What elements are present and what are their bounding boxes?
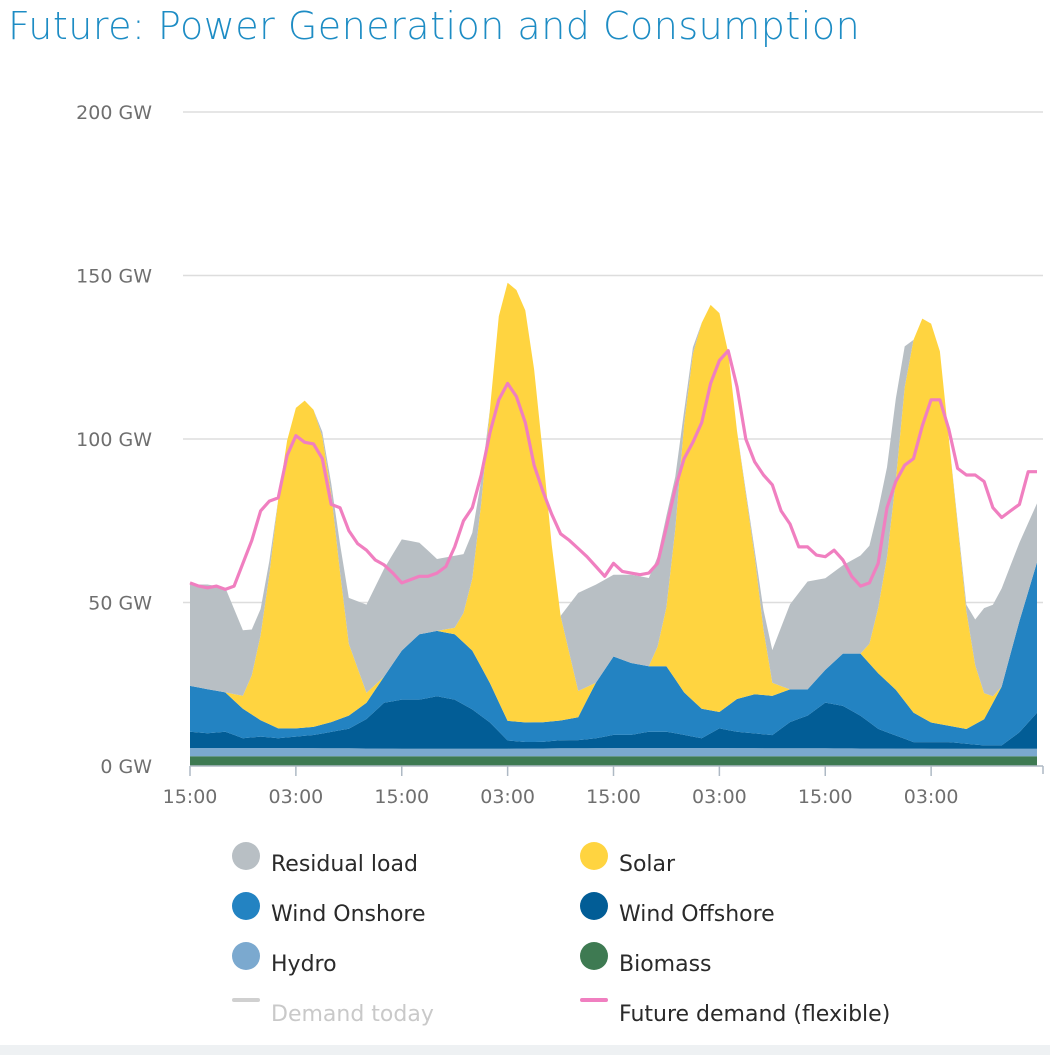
legend-item-wind-onshore[interactable]: Wind Onshore [232, 888, 592, 928]
area-wind-onshore [190, 562, 1037, 746]
legend-marker-dot [232, 842, 260, 870]
legend-marker-dot [580, 942, 608, 970]
legend-item-hydro[interactable]: Hydro [232, 938, 592, 978]
legend-label: Wind Offshore [619, 902, 775, 927]
legend-marker-dot [232, 942, 260, 970]
x-tick-label: 03:00 [904, 786, 959, 808]
line-future-demand [189, 349, 1037, 591]
footer-bar [0, 1045, 1050, 1055]
y-tick-label: 100 GW [76, 429, 152, 451]
x-tick-label: 15:00 [374, 786, 429, 808]
y-tick-label: 50 GW [88, 593, 152, 615]
legend-marker-line [580, 998, 608, 1002]
area-biomass [190, 756, 1037, 766]
legend-label: Future demand (flexible) [619, 1002, 891, 1027]
legend-label: Biomass [619, 952, 712, 977]
area-residual [190, 282, 1037, 697]
y-tick-label: 200 GW [76, 102, 152, 124]
y-tick-label: 0 GW [100, 756, 152, 778]
legend-label: Demand today [271, 1002, 434, 1027]
x-tick-label: 03:00 [268, 786, 323, 808]
legend-item-biomass[interactable]: Biomass [580, 938, 940, 978]
axes: 15:00 03:00 15:00 03:00 15:00 03:00 15:00 03:00 [163, 765, 1044, 808]
stacked-areas [190, 282, 1037, 766]
x-tick-label: 15:00 [163, 786, 218, 808]
legend-item-demand-today[interactable]: Demand today [232, 988, 592, 1028]
x-tick-label: 03:00 [480, 786, 535, 808]
area-solar [190, 282, 1037, 729]
legend-item-solar[interactable]: Solar [580, 838, 940, 878]
x-tick-label: 03:00 [692, 786, 747, 808]
y-tick-label: 150 GW [76, 266, 152, 288]
legend-marker-dot [580, 892, 608, 920]
legend-label: Solar [619, 852, 676, 877]
page-title: Future: Power Generation and Consumption [8, 4, 861, 48]
legend-item-wind-offshore[interactable]: Wind Offshore [580, 888, 940, 928]
legend-label: Wind Onshore [271, 902, 426, 927]
x-tick-label: 15:00 [798, 786, 853, 808]
demand-lines [189, 349, 1037, 591]
legend-marker-dot [232, 892, 260, 920]
area-hydro [190, 748, 1037, 757]
x-tick-label: 15:00 [586, 786, 641, 808]
area-wind-offshore [190, 696, 1037, 749]
legend-marker-line [232, 998, 260, 1002]
legend-label: Hydro [271, 952, 337, 977]
legend-item-residual[interactable]: Residual load [232, 838, 592, 878]
legend-label: Residual load [271, 852, 418, 877]
legend-marker-dot [580, 842, 608, 870]
legend-item-future-demand[interactable]: Future demand (flexible) [580, 988, 940, 1028]
